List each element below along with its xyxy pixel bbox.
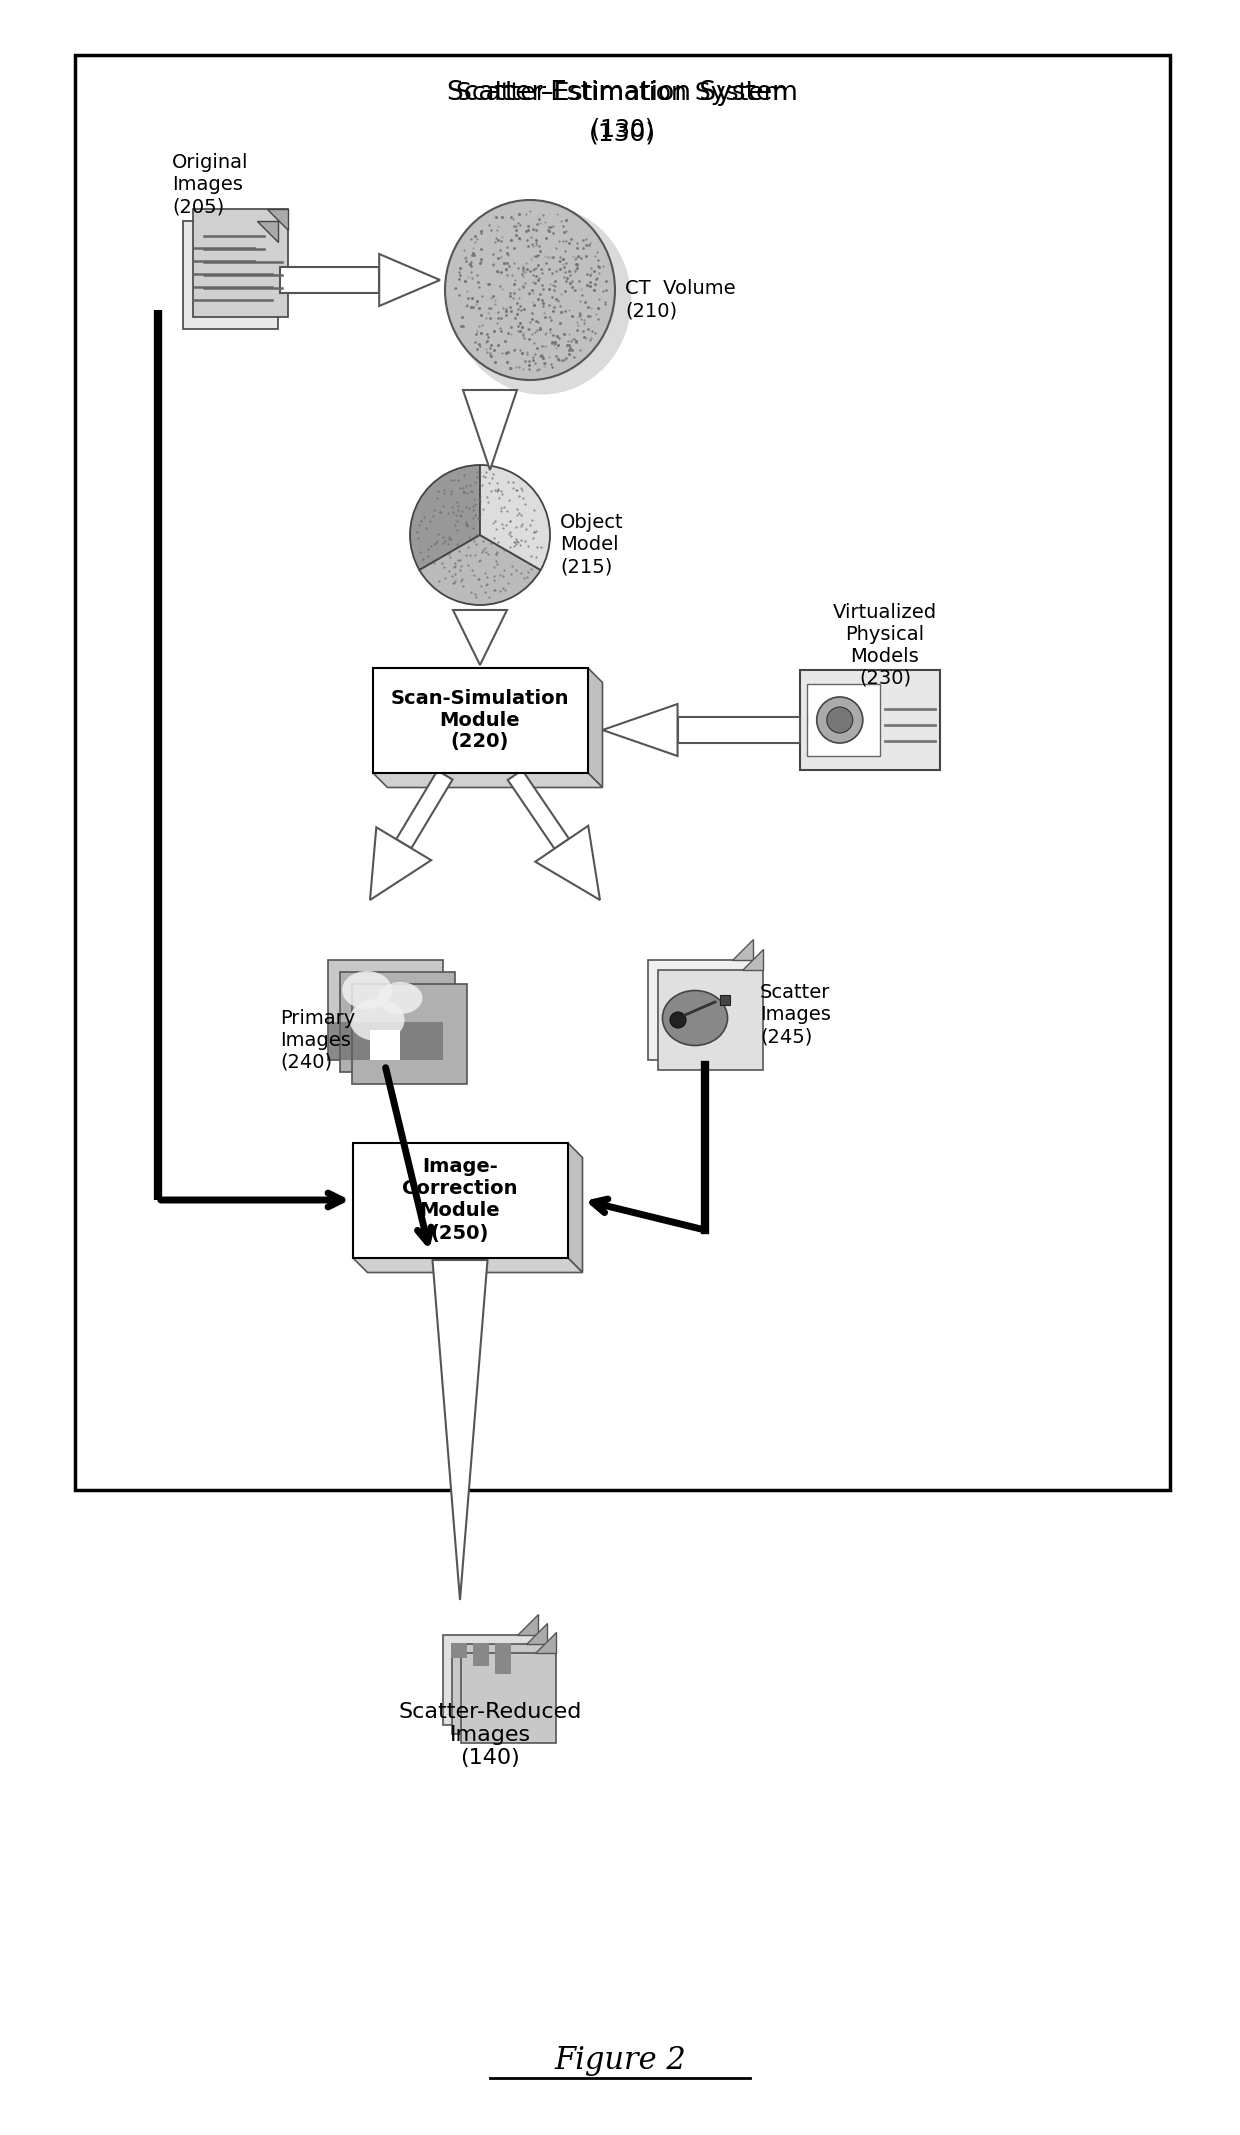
Bar bbox=[351, 984, 466, 1085]
Polygon shape bbox=[433, 1260, 487, 1599]
Ellipse shape bbox=[377, 982, 423, 1014]
Bar bbox=[340, 971, 455, 1072]
Text: (130): (130) bbox=[589, 122, 656, 145]
Polygon shape bbox=[732, 939, 753, 961]
Text: Scatter
Images
(245): Scatter Images (245) bbox=[760, 984, 831, 1046]
Polygon shape bbox=[507, 771, 569, 850]
Ellipse shape bbox=[662, 991, 728, 1046]
Polygon shape bbox=[370, 826, 432, 901]
Polygon shape bbox=[588, 668, 603, 788]
Bar bbox=[192, 209, 288, 316]
Text: Image-
Correction
Module
(250): Image- Correction Module (250) bbox=[402, 1157, 518, 1243]
Bar bbox=[370, 1029, 401, 1059]
Polygon shape bbox=[568, 1142, 583, 1272]
Bar bbox=[495, 1644, 511, 1674]
Polygon shape bbox=[526, 1623, 547, 1644]
Bar bbox=[647, 961, 753, 1059]
Circle shape bbox=[670, 1012, 686, 1027]
Polygon shape bbox=[379, 254, 440, 305]
Bar bbox=[450, 1644, 466, 1659]
Text: Original
Images
(205): Original Images (205) bbox=[172, 154, 248, 216]
Ellipse shape bbox=[350, 999, 404, 1042]
Circle shape bbox=[827, 707, 853, 732]
Text: Primary
Images
(240): Primary Images (240) bbox=[280, 1008, 355, 1072]
Polygon shape bbox=[536, 826, 600, 901]
Bar bbox=[677, 717, 800, 743]
Ellipse shape bbox=[453, 205, 631, 395]
Text: Scan-Simulation
Module
(220): Scan-Simulation Module (220) bbox=[391, 687, 569, 752]
Bar bbox=[443, 1635, 537, 1725]
Bar bbox=[800, 670, 940, 771]
Text: Scatter-Reduced
Images
(140): Scatter-Reduced Images (140) bbox=[398, 1702, 582, 1768]
Bar bbox=[327, 1023, 443, 1059]
Text: Figure 2: Figure 2 bbox=[554, 2045, 686, 2075]
Bar bbox=[352, 1142, 568, 1258]
Polygon shape bbox=[397, 771, 453, 848]
Wedge shape bbox=[480, 465, 551, 570]
Wedge shape bbox=[419, 536, 541, 604]
Bar bbox=[807, 683, 880, 756]
Text: Object
Model
(215): Object Model (215) bbox=[560, 515, 624, 576]
Ellipse shape bbox=[445, 201, 615, 380]
Polygon shape bbox=[257, 222, 278, 241]
Bar bbox=[182, 222, 278, 329]
Text: Scatter-Estimation System: Scatter-Estimation System bbox=[456, 81, 789, 105]
Text: Scatter-Estimation System: Scatter-Estimation System bbox=[448, 79, 797, 107]
Polygon shape bbox=[603, 705, 677, 756]
Polygon shape bbox=[534, 1631, 556, 1652]
Bar bbox=[451, 1644, 547, 1734]
Polygon shape bbox=[742, 948, 763, 969]
Bar bbox=[372, 668, 588, 773]
Text: Virtualized
Physical
Models
(230): Virtualized Physical Models (230) bbox=[833, 602, 937, 687]
Text: (130): (130) bbox=[591, 117, 653, 143]
Bar bbox=[74, 56, 1171, 1490]
Polygon shape bbox=[267, 209, 288, 231]
Text: CT  Volume
(210): CT Volume (210) bbox=[625, 280, 735, 320]
Polygon shape bbox=[453, 611, 507, 664]
Bar bbox=[657, 969, 763, 1070]
Polygon shape bbox=[352, 1258, 583, 1272]
Polygon shape bbox=[463, 391, 517, 470]
Ellipse shape bbox=[342, 971, 392, 1010]
Wedge shape bbox=[410, 465, 480, 570]
Circle shape bbox=[817, 696, 863, 743]
Bar bbox=[472, 1644, 489, 1665]
Bar bbox=[280, 267, 379, 292]
Polygon shape bbox=[517, 1614, 537, 1635]
Bar bbox=[74, 56, 1171, 1490]
Polygon shape bbox=[372, 773, 603, 788]
Bar bbox=[460, 1652, 556, 1742]
Bar bbox=[327, 961, 443, 1059]
Bar bbox=[720, 995, 730, 1006]
